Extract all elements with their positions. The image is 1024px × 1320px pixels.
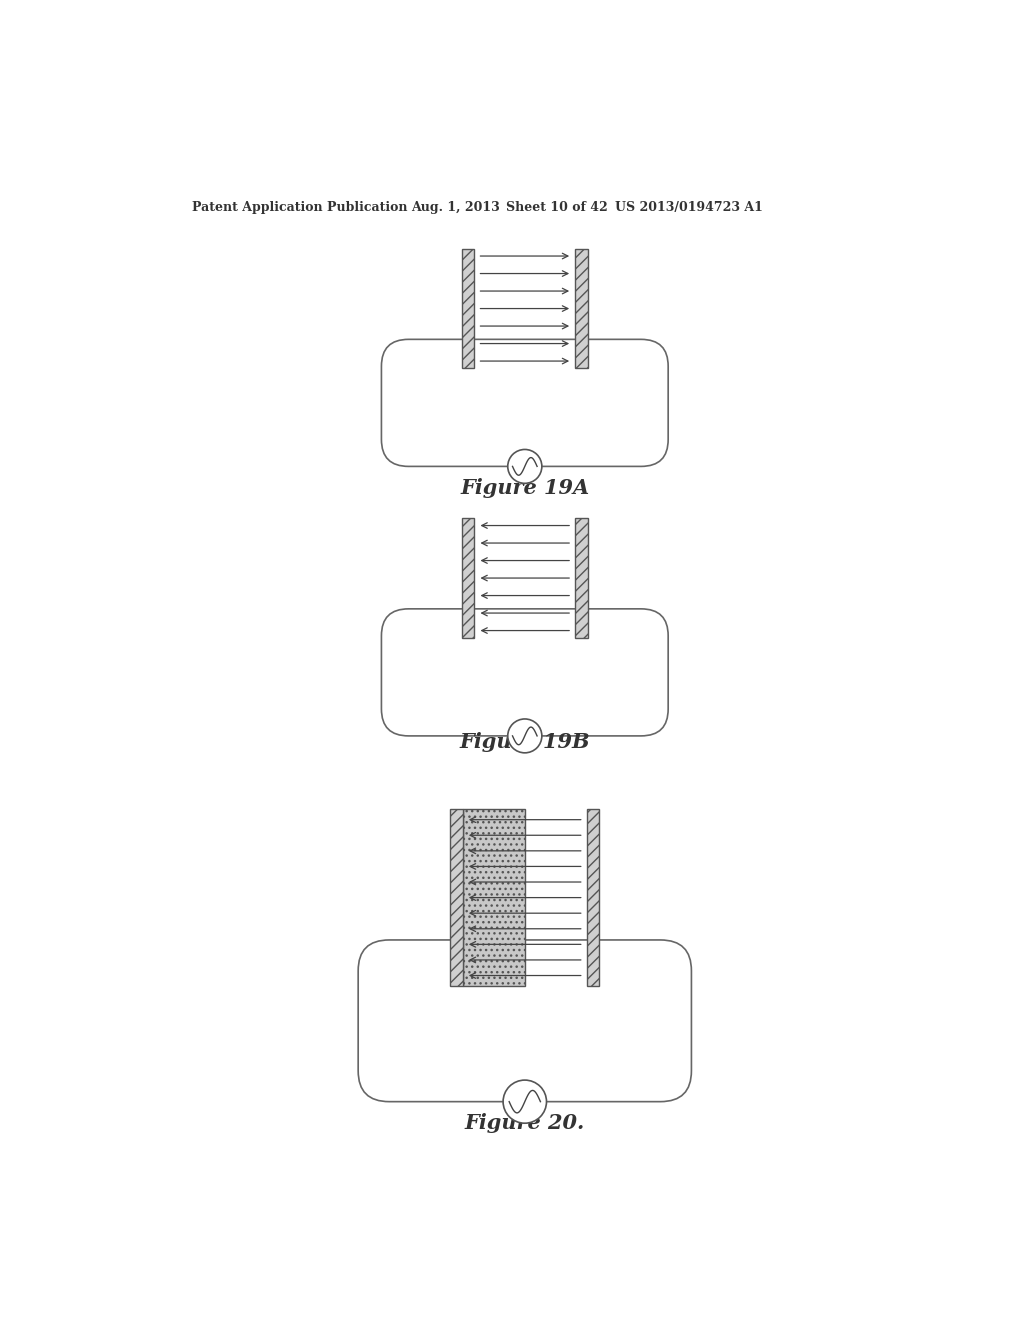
Bar: [575, 249, 588, 368]
Bar: [587, 809, 599, 986]
Bar: [462, 519, 474, 638]
Bar: [451, 809, 463, 986]
Circle shape: [508, 449, 542, 483]
Text: Aug. 1, 2013: Aug. 1, 2013: [411, 201, 500, 214]
Bar: [463, 809, 524, 986]
Circle shape: [508, 719, 542, 752]
Text: Figure 19A: Figure 19A: [460, 478, 590, 498]
Text: Sheet 10 of 42: Sheet 10 of 42: [506, 201, 608, 214]
Circle shape: [503, 1080, 547, 1123]
Bar: [575, 519, 588, 638]
Text: Figure 19B: Figure 19B: [460, 733, 590, 752]
Text: Patent Application Publication: Patent Application Publication: [191, 201, 408, 214]
Text: Figure 20.: Figure 20.: [465, 1113, 585, 1133]
Bar: [462, 249, 474, 368]
Text: US 2013/0194723 A1: US 2013/0194723 A1: [614, 201, 763, 214]
